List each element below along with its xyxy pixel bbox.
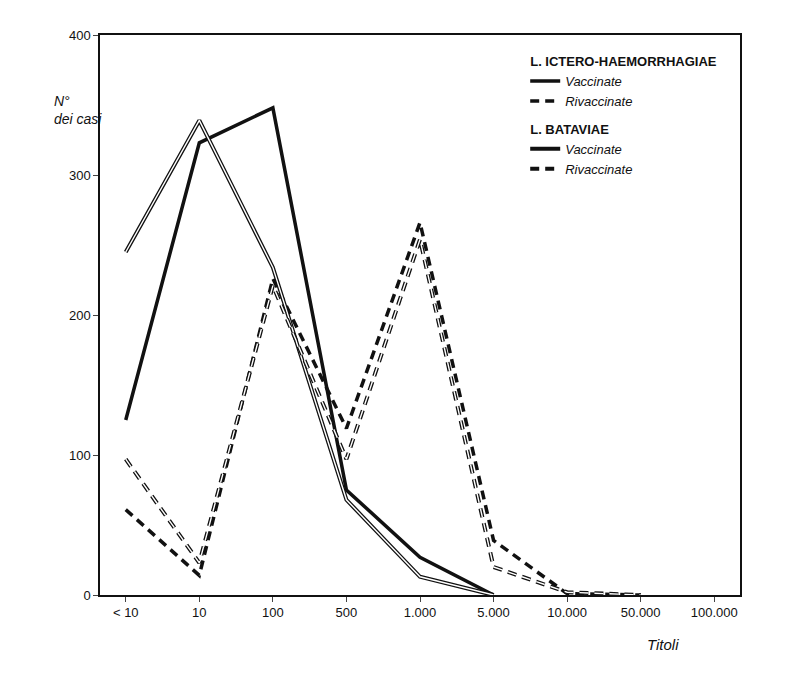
svg-text:Vaccinate: Vaccinate: [565, 142, 622, 157]
svg-text:100.000: 100.000: [691, 605, 738, 620]
svg-text:300: 300: [69, 168, 91, 183]
svg-text:Rivaccinate: Rivaccinate: [565, 94, 632, 109]
svg-text:50.000: 50.000: [621, 605, 661, 620]
svg-text:Rivaccinate: Rivaccinate: [565, 162, 632, 177]
svg-text:500: 500: [336, 605, 358, 620]
svg-text:L. ICTERO-HAEMORRHAGIAE: L. ICTERO-HAEMORRHAGIAE: [530, 54, 717, 69]
svg-text:Vaccinate: Vaccinate: [565, 74, 622, 89]
svg-text:N°dei casi: N°dei casi: [54, 93, 102, 127]
svg-text:100: 100: [69, 448, 91, 463]
svg-text:< 10: < 10: [113, 605, 139, 620]
svg-text:10: 10: [192, 605, 206, 620]
svg-text:100: 100: [262, 605, 284, 620]
svg-text:10.000: 10.000: [547, 605, 587, 620]
svg-text:1.000: 1.000: [404, 605, 437, 620]
svg-text:400: 400: [69, 28, 91, 43]
svg-text:5.000: 5.000: [477, 605, 510, 620]
svg-text:0: 0: [83, 588, 90, 603]
svg-text:200: 200: [69, 308, 91, 323]
svg-text:L. BATAVIAE: L. BATAVIAE: [530, 122, 609, 137]
svg-text:Titoli: Titoli: [647, 636, 679, 653]
